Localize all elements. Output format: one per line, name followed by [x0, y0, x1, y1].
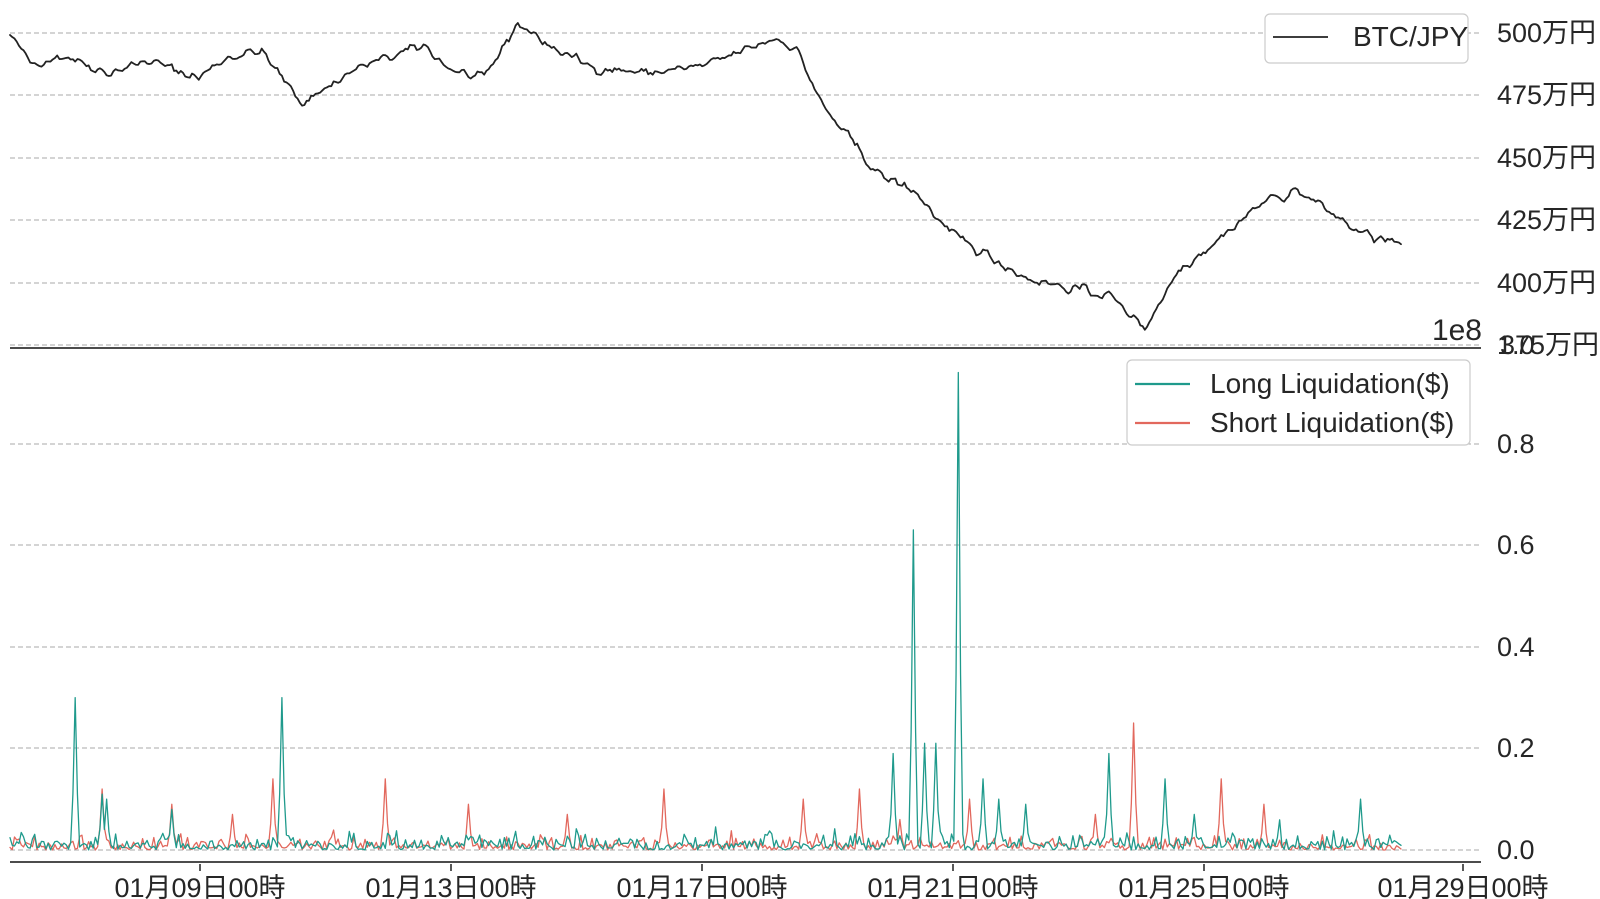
svg-text:01月13日00時: 01月13日00時 — [365, 873, 536, 899]
svg-text:0.6: 0.6 — [1497, 530, 1535, 560]
svg-text:500万円: 500万円 — [1497, 18, 1596, 48]
svg-text:0.8: 0.8 — [1497, 429, 1535, 459]
svg-text:01月17日00時: 01月17日00時 — [616, 873, 787, 899]
svg-text:Short Liquidation($): Short Liquidation($) — [1210, 407, 1454, 438]
svg-text:01月21日00時: 01月21日00時 — [867, 873, 1038, 899]
svg-text:450万円: 450万円 — [1497, 143, 1596, 173]
svg-text:400万円: 400万円 — [1497, 268, 1596, 298]
svg-text:Long Liquidation($): Long Liquidation($) — [1210, 368, 1450, 399]
svg-text:1.0: 1.0 — [1497, 330, 1535, 360]
svg-text:0.2: 0.2 — [1497, 733, 1535, 763]
svg-text:0.0: 0.0 — [1497, 835, 1535, 865]
svg-text:01月09日00時: 01月09日00時 — [114, 873, 285, 899]
svg-text:475万円: 475万円 — [1497, 80, 1596, 110]
svg-text:01月25日00時: 01月25日00時 — [1118, 873, 1289, 899]
svg-text:0.4: 0.4 — [1497, 632, 1535, 662]
svg-text:425万円: 425万円 — [1497, 205, 1596, 235]
svg-text:BTC/JPY: BTC/JPY — [1353, 21, 1468, 52]
svg-text:01月29日00時: 01月29日00時 — [1377, 873, 1548, 899]
svg-text:1e8: 1e8 — [1432, 314, 1482, 347]
